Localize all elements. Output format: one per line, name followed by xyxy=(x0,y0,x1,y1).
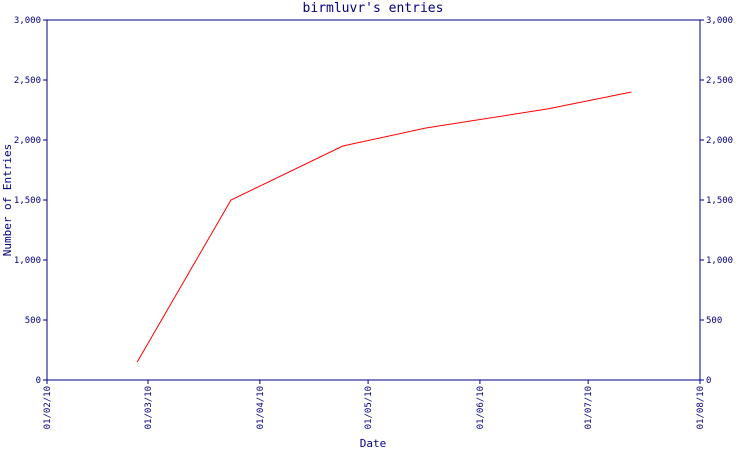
y-tick-label-left: 1,500 xyxy=(14,196,41,206)
y-tick-label-right: 1,500 xyxy=(706,196,733,206)
x-tick-label: 01/04/10 xyxy=(256,386,266,429)
y-tick-label-left: 2,000 xyxy=(14,136,41,146)
y-tick-label-left: 3,000 xyxy=(14,16,41,26)
y-tick-label-left: 2,500 xyxy=(14,76,41,86)
y-tick-label-right: 3,000 xyxy=(706,16,733,26)
x-axis: 01/02/10 01/03/10 01/04/10 01/05/10 01/06/10… xyxy=(43,380,706,429)
x-tick-label: 01/02/10 xyxy=(43,386,53,429)
x-tick-label: 01/07/10 xyxy=(584,386,594,429)
x-tick-label: 01/05/10 xyxy=(364,386,374,429)
y-axis-right: 0 500 1,000 1,500 2,000 2,500 3,000 xyxy=(700,16,733,386)
y-tick-label-right: 2,000 xyxy=(706,136,733,146)
plot-area-frame xyxy=(46,19,701,381)
x-axis-title: Date xyxy=(360,437,387,450)
y-tick-label-right: 1,000 xyxy=(706,256,733,266)
y-tick-label-right: 2,500 xyxy=(706,76,733,86)
x-tick-label: 01/06/10 xyxy=(476,386,486,429)
y-tick-label-right: 500 xyxy=(706,316,722,326)
x-tick-label: 01/03/10 xyxy=(144,386,154,429)
y-tick-label-left: 0 xyxy=(36,376,41,386)
y-tick-label-right: 0 xyxy=(706,376,711,386)
y-tick-label-left: 500 xyxy=(25,316,41,326)
chart-title: birmluvr's entries xyxy=(303,1,444,16)
y-axis-left: 0 500 1,000 1,500 2,000 2,500 3,000 xyxy=(14,16,47,386)
y-tick-label-left: 1,000 xyxy=(14,256,41,266)
y-axis-title: Number of Entries xyxy=(1,144,14,257)
series-line xyxy=(136,91,632,363)
x-tick-label: 01/08/10 xyxy=(696,386,706,429)
